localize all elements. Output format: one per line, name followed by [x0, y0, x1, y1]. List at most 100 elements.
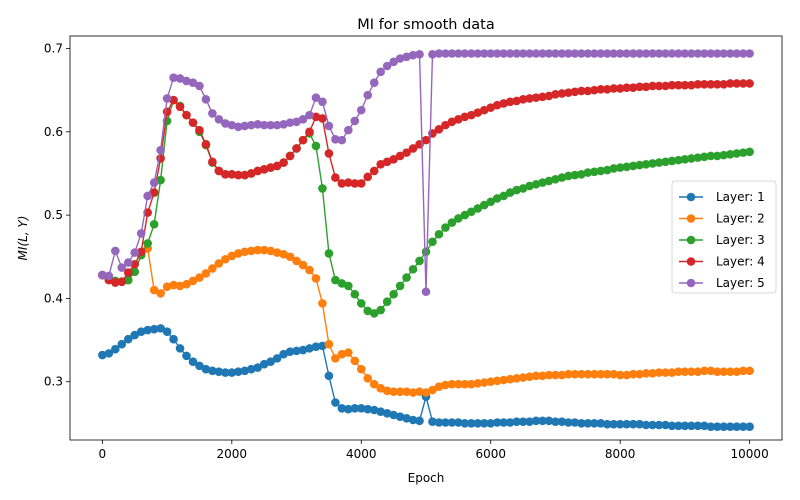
y-axis-label: MI(L, Y) — [16, 216, 30, 261]
data-point — [654, 158, 664, 167]
data-point — [732, 49, 741, 58]
data-point — [408, 415, 418, 425]
y-tick-label: 0.4 — [44, 291, 63, 305]
data-point — [376, 305, 385, 315]
data-point — [499, 191, 508, 201]
data-point — [123, 258, 133, 267]
data-point — [337, 349, 347, 359]
legend-marker — [686, 235, 696, 245]
data-point — [156, 324, 165, 333]
data-point — [693, 153, 703, 162]
data-point — [363, 172, 373, 182]
data-point — [589, 167, 599, 177]
data-point — [298, 345, 308, 355]
x-tick-label: 2000 — [217, 447, 248, 461]
data-point — [382, 386, 392, 396]
data-point — [719, 150, 729, 160]
data-point — [467, 207, 476, 217]
data-point — [538, 371, 547, 381]
data-point — [208, 109, 217, 118]
data-point — [667, 421, 677, 431]
data-point — [518, 95, 528, 104]
data-point — [505, 97, 515, 107]
data-point — [382, 297, 392, 307]
data-point — [208, 366, 217, 376]
data-point — [149, 178, 159, 187]
data-point — [246, 169, 256, 178]
data-point — [337, 279, 347, 288]
data-point — [564, 88, 573, 97]
data-point — [654, 420, 664, 430]
data-point — [195, 273, 204, 282]
legend-label: Layer: 3 — [716, 233, 765, 247]
data-point — [363, 404, 373, 414]
data-point — [389, 289, 398, 299]
data-point — [706, 366, 716, 376]
data-point — [615, 84, 625, 93]
data-point — [182, 110, 191, 120]
data-point — [285, 252, 295, 262]
data-point — [706, 151, 716, 161]
data-point — [130, 248, 140, 257]
data-point — [201, 139, 211, 149]
data-point — [208, 264, 217, 273]
data-point — [680, 80, 690, 90]
data-point — [667, 368, 677, 377]
data-point — [557, 49, 567, 58]
data-point — [408, 388, 418, 397]
data-point — [544, 176, 554, 186]
series-layer-5 — [98, 49, 754, 297]
data-point — [240, 366, 250, 376]
data-point — [531, 179, 541, 189]
data-point — [305, 265, 314, 275]
data-point — [602, 85, 612, 94]
data-point — [337, 404, 347, 413]
data-point — [402, 148, 411, 157]
data-point — [298, 115, 308, 124]
data-point — [492, 100, 502, 110]
data-point — [674, 80, 683, 90]
data-point — [415, 416, 424, 426]
data-point — [654, 49, 664, 58]
data-point — [221, 368, 230, 377]
data-point — [609, 369, 619, 379]
data-point — [583, 86, 593, 96]
data-point — [628, 161, 638, 171]
data-point — [389, 57, 398, 67]
data-point — [531, 49, 541, 58]
data-point — [279, 120, 288, 129]
data-point — [415, 50, 424, 59]
legend-label: Layer: 1 — [716, 190, 765, 204]
data-point — [538, 178, 547, 187]
data-point — [259, 359, 269, 369]
data-point — [369, 78, 379, 87]
data-point — [499, 49, 508, 58]
data-point — [318, 114, 327, 123]
data-point — [596, 49, 606, 58]
data-point — [402, 387, 411, 396]
data-point — [408, 264, 418, 274]
data-point — [311, 141, 321, 151]
data-point — [680, 367, 690, 376]
data-point — [479, 49, 489, 58]
data-point — [486, 419, 496, 428]
data-point — [376, 67, 385, 77]
data-point — [577, 369, 586, 379]
data-point — [175, 102, 185, 112]
data-point — [602, 49, 612, 58]
x-axis-label: Epoch — [408, 471, 445, 485]
data-point — [700, 366, 709, 376]
data-point — [732, 422, 741, 431]
data-point — [467, 419, 476, 428]
data-point — [479, 419, 489, 428]
data-point — [667, 80, 677, 90]
data-point — [719, 49, 729, 58]
legend-marker — [686, 278, 696, 288]
data-point — [305, 344, 314, 353]
data-point — [337, 135, 347, 145]
data-point — [725, 422, 735, 431]
data-point — [732, 367, 741, 376]
data-point — [415, 256, 424, 266]
data-point — [182, 351, 191, 361]
